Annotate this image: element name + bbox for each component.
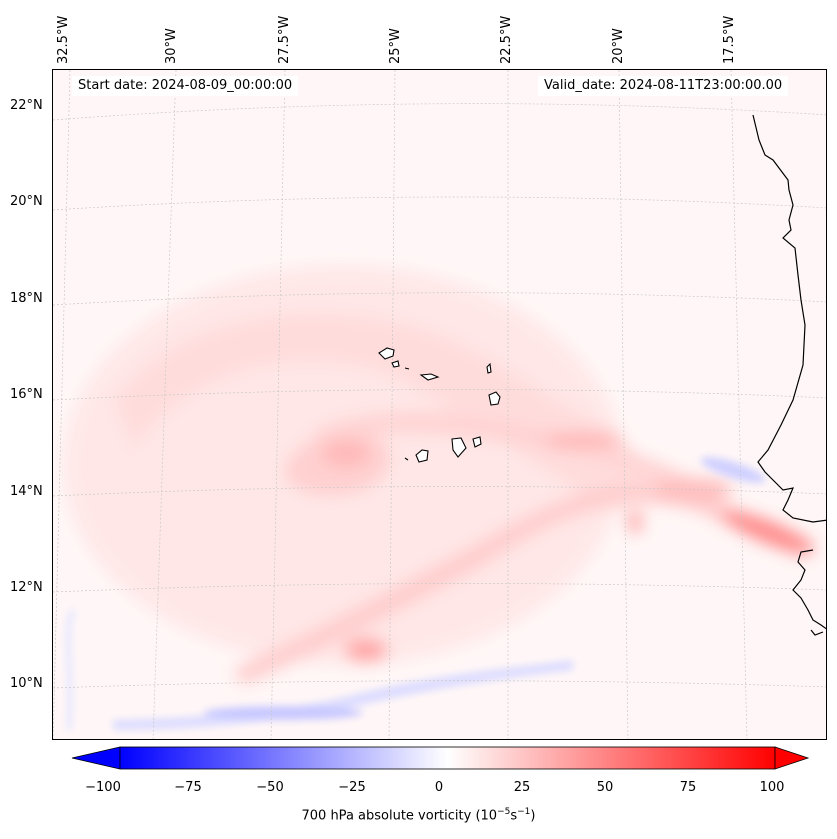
lat-label-18n: 18°N — [10, 291, 43, 306]
colorbar-tick-neg50: −50 — [256, 780, 284, 795]
valid-date-label: Valid_date: 2024-08-11T23:00:00.00 — [538, 76, 789, 96]
colorbar-tick-75: 75 — [679, 780, 697, 795]
colorbar-tick-100: 100 — [759, 780, 785, 795]
colorbar-tick-neg75: −75 — [174, 780, 202, 795]
colorbar-tick-neg25: −25 — [338, 780, 366, 795]
colorbar — [71, 746, 810, 770]
vorticity-field — [63, 265, 815, 685]
colorbar-tick-neg100: −100 — [85, 780, 121, 795]
colorbar-gradient — [119, 746, 776, 770]
cape-verde-islands — [378, 347, 501, 463]
lat-label-20n: 20°N — [10, 194, 43, 209]
vorticity-map[interactable] — [52, 69, 827, 740]
lon-label-22-5w: 22.5°W — [499, 15, 514, 64]
map-canvas — [53, 70, 826, 739]
colorbar-title: 700 hPa absolute vorticity (10−5s−1) — [301, 807, 536, 824]
lon-label-17-5w: 17.5°W — [722, 15, 737, 64]
graticule — [53, 70, 826, 739]
lon-label-30w: 30°W — [164, 28, 179, 64]
lon-label-27-5w: 27.5°W — [277, 15, 292, 64]
lon-label-25w: 25°W — [388, 28, 403, 64]
lat-label-10n: 10°N — [10, 676, 43, 691]
lon-label-20w: 20°W — [611, 28, 626, 64]
colorbar-tick-0: 0 — [434, 780, 444, 795]
lat-label-16n: 16°N — [10, 387, 43, 402]
colorbar-low-extend — [71, 746, 121, 770]
lat-label-22n: 22°N — [10, 98, 43, 113]
colorbar-high-extend — [774, 746, 810, 770]
lat-label-12n: 12°N — [10, 580, 43, 595]
start-date-label: Start date: 2024-08-09_00:00:00 — [72, 76, 299, 96]
lat-label-14n: 14°N — [10, 484, 43, 499]
colorbar-tick-50: 50 — [596, 780, 614, 795]
coastline — [752, 114, 826, 636]
lon-label-32-5w: 32.5°W — [56, 15, 71, 64]
negative-vorticity — [65, 457, 766, 731]
colorbar-tick-25: 25 — [513, 780, 531, 795]
